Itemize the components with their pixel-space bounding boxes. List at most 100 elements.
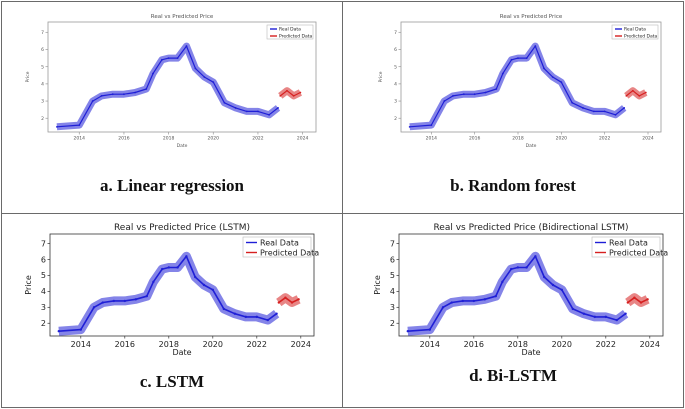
data-point (222, 307, 225, 311)
data-point (101, 301, 105, 304)
caption-linear-regression: a. Linear regression (99, 176, 245, 195)
data-point (516, 266, 519, 269)
x-tick-label: 2014 (74, 136, 86, 142)
x-axis-label: Date (521, 348, 540, 357)
data-point (551, 283, 555, 287)
y-tick-label: 6 (41, 47, 44, 53)
chart-bi-lstm: Real vs Predicted Price (Bidirectional L… (373, 223, 668, 357)
data-point (152, 72, 154, 75)
data-point (534, 45, 537, 47)
data-point (211, 288, 214, 291)
data-point (233, 312, 236, 315)
data-point (633, 296, 636, 299)
x-tick-label: 2014 (71, 340, 91, 349)
data-point (639, 301, 643, 304)
x-tick-label: 2022 (252, 136, 264, 142)
legend-box (242, 236, 312, 258)
data-point (638, 95, 641, 97)
plot-frame (47, 21, 317, 133)
data-point (79, 328, 82, 331)
data-point (167, 57, 170, 59)
data-point (443, 100, 446, 102)
y-tick-label: 7 (41, 30, 44, 36)
x-tick-label: 2024 (297, 136, 309, 142)
data-point (277, 301, 280, 304)
data-point (461, 299, 464, 303)
x-tick-label: 2024 (642, 136, 654, 142)
data-point (517, 57, 519, 59)
y-tick-label: 5 (394, 64, 397, 70)
y-tick-label: 6 (390, 255, 395, 264)
data-point (161, 267, 164, 271)
chart-title: Real vs Predicted Price (500, 14, 563, 20)
data-point (234, 107, 237, 109)
data-point (623, 107, 626, 109)
data-point (56, 125, 58, 128)
data-point (91, 100, 94, 102)
data-point (123, 93, 125, 96)
data-point (57, 330, 60, 333)
y-axis-label: Price (373, 275, 382, 295)
data-point (134, 298, 137, 301)
series-line-predicted-data (278, 296, 299, 304)
data-point (510, 58, 513, 61)
x-tick-label: 2018 (159, 340, 179, 349)
legend-box (266, 24, 314, 40)
data-point (452, 95, 454, 97)
y-tick-label: 7 (394, 30, 397, 36)
data-point (428, 328, 431, 331)
data-point (430, 124, 433, 127)
legend-label: Real Data (624, 27, 646, 33)
y-tick-label: 2 (41, 116, 44, 122)
data-point (176, 57, 179, 59)
series-line-predicted-data (279, 90, 301, 97)
data-point (78, 124, 81, 127)
x-tick-label: 2024 (640, 340, 660, 349)
x-tick-label: 2020 (556, 136, 568, 142)
y-axis-label: Price (25, 71, 31, 82)
y-tick-label: 5 (41, 64, 44, 70)
chart-title: Real vs Predicted Price (LSTM) (114, 223, 250, 233)
data-point (223, 101, 226, 104)
y-tick-label: 4 (41, 287, 46, 296)
series-line-real-data (56, 45, 279, 128)
legend-box (611, 24, 659, 40)
data-point (543, 275, 546, 279)
x-axis-label: Date (177, 143, 188, 149)
x-tick-label: 2022 (247, 340, 267, 349)
series-line-real-data (407, 255, 627, 332)
x-tick-label: 2016 (464, 340, 484, 349)
panel-lstm: Real vs Predicted Price (LSTM) 2014 2016 20… (1, 213, 343, 408)
data-point (614, 113, 617, 116)
x-tick-label: 2016 (115, 340, 135, 349)
x-tick-label: 2020 (208, 136, 220, 142)
y-tick-label: 3 (394, 99, 397, 105)
data-point (203, 76, 206, 78)
data-point (292, 95, 295, 97)
data-point (176, 266, 179, 269)
x-tick-label: 2016 (469, 136, 481, 142)
data-point (644, 91, 647, 94)
panel-linear-regression: Real vs Predicted Price 2014 2016 2018 2020 2… (1, 1, 343, 214)
data-point (593, 315, 596, 319)
data-point (495, 88, 498, 90)
data-point (275, 312, 278, 315)
y-tick-label: 7 (390, 239, 395, 248)
data-point (212, 81, 215, 84)
data-point (284, 296, 287, 299)
chart-random-forest: Real vs Predicted Price 2014 2016 2018 2020 2… (378, 14, 662, 149)
data-point (161, 58, 163, 61)
panel-random-forest: Real vs Predicted Price 2014 2016 2018 2020 2… (342, 1, 684, 214)
data-point (560, 81, 563, 84)
data-point (92, 306, 96, 309)
x-tick-label: 2014 (426, 136, 438, 142)
panel-bi-lstm: Real vs Predicted Price (Bidirectional L… (342, 213, 684, 408)
series-line-predicted-data (625, 90, 647, 97)
x-tick-label: 2022 (596, 340, 616, 349)
x-tick-label: 2020 (203, 340, 223, 349)
legend-label: Predicted Data (624, 34, 658, 40)
chart-title: Real vs Predicted Price (151, 14, 214, 20)
data-point (441, 306, 445, 309)
data-point (277, 107, 279, 109)
data-point (255, 315, 258, 319)
